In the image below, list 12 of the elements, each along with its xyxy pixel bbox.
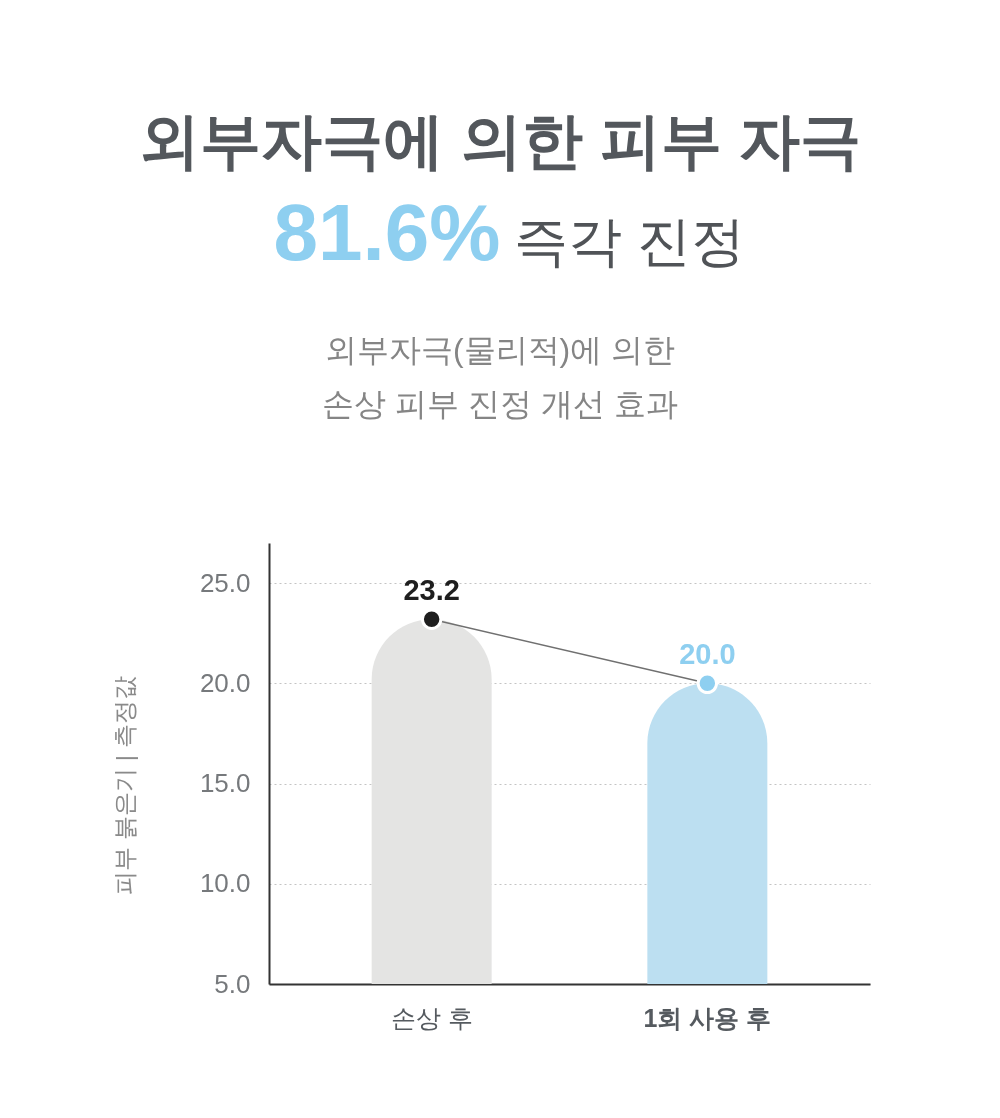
y-tick-label: 15.0 [199,768,251,799]
chart-title: 외부자극에 의한 피부 자극 81.6% 즉각 진정 [139,107,861,277]
chart-subtitle: 외부자극(물리적)에 의한 손상 피부 진정 개선 효과 [322,332,678,422]
x-tick-label: 1회 사용 후 [643,1003,772,1032]
data-label: 20.0 [679,638,736,671]
y-tick-label: 10.0 [199,868,251,899]
y-tick-label: 5.0 [214,968,251,999]
y-axis-title: 피부 붉은기 | 측정값 [110,676,138,895]
data-label: 23.2 [403,574,460,607]
x-tick-label: 손상 후 [390,1003,473,1032]
y-tick-label: 20.0 [199,667,251,698]
y-tick-label: 25.0 [199,567,251,598]
